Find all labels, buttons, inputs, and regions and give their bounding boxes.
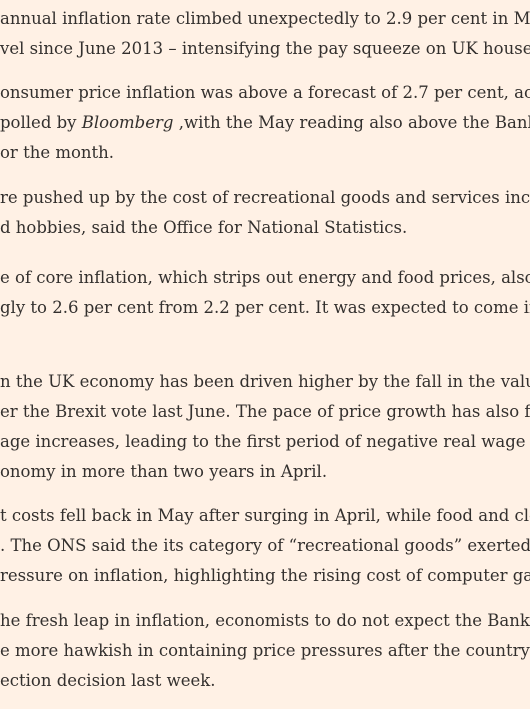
paragraph-line: he fresh leap in inflation, economists t… <box>0 611 530 630</box>
paragraph-1: annual inflation rate climbed unexpected… <box>0 4 530 64</box>
paragraph-line: . The ONS said the its category of “recr… <box>0 536 530 555</box>
paragraph-line: re pushed up by the cost of recreational… <box>0 188 530 207</box>
paragraph-line: e more hawkish in containing price press… <box>0 641 530 660</box>
paragraph-4: e of core inflation, which strips out en… <box>0 263 530 323</box>
paragraph-line: onsumer price inflation was above a fore… <box>0 83 530 102</box>
paragraph-5: n the UK economy has been driven higher … <box>0 367 530 487</box>
paragraph-line: onomy in more than two years in April. <box>0 462 328 481</box>
paragraph-6: t costs fell back in May after surging i… <box>0 501 530 591</box>
paragraph-2: onsumer price inflation was above a fore… <box>0 78 530 168</box>
paragraph-line: gly to 2.6 per cent from 2.2 per cent. I… <box>0 298 530 317</box>
text-run: ,with the May reading also above the Ban… <box>178 113 530 132</box>
paragraph-3: re pushed up by the cost of recreational… <box>0 183 530 243</box>
paragraph-7: he fresh leap in inflation, economists t… <box>0 606 530 696</box>
paragraph-line: age increases, leading to the first peri… <box>0 432 530 451</box>
paragraph-line: e of core inflation, which strips out en… <box>0 268 530 287</box>
paragraph-line: vel since June 2013 – intensifying the p… <box>0 39 530 58</box>
source-name: Bloomberg <box>81 113 174 132</box>
paragraph-line: annual inflation rate climbed unexpected… <box>0 9 530 28</box>
paragraph-line: n the UK economy has been driven higher … <box>0 372 530 391</box>
text-run: polled by <box>0 113 82 132</box>
paragraph-line: t costs fell back in May after surging i… <box>0 506 530 525</box>
paragraph-line: ection decision last week. <box>0 671 216 690</box>
paragraph-line: ressure on inflation, highlighting the r… <box>0 566 530 585</box>
paragraph-line: polled by Bloomberg ,with the May readin… <box>0 108 530 138</box>
paragraph-line: d hobbies, said the Office for National … <box>0 218 408 237</box>
paragraph-line: er the Brexit vote last June. The pace o… <box>0 402 530 421</box>
paragraph-line: or the month. <box>0 143 115 162</box>
